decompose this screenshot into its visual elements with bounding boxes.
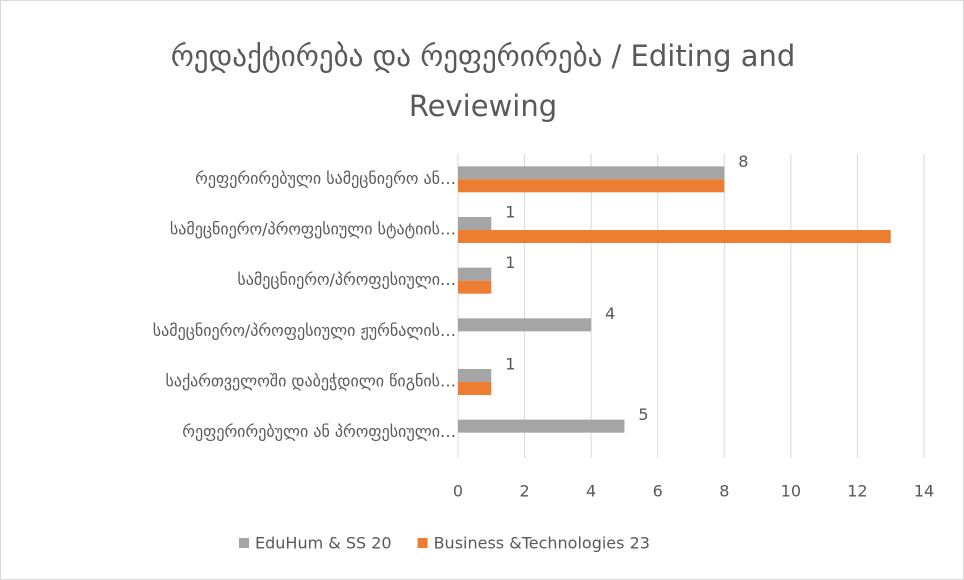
- bar: [458, 419, 625, 433]
- legend-label: EduHum & SS 20: [255, 534, 392, 553]
- x-tick-label: 2: [519, 482, 529, 501]
- x-tick-label: 8: [719, 482, 729, 501]
- bar: [458, 217, 492, 230]
- data-label: 4: [605, 304, 615, 323]
- data-label: 1: [505, 203, 515, 222]
- data-label: 8: [738, 152, 748, 171]
- bar: [458, 280, 492, 294]
- y-tick-label: სამეცნიერო/პროფესიული ჟურნალის…: [153, 321, 456, 340]
- y-tick-label: სამეცნიერო/პროფესიული…: [237, 270, 456, 289]
- y-tick-label: საქართველოში დაბეჭდილი წიგნის…: [165, 372, 456, 391]
- bar: [458, 230, 891, 243]
- y-tick-label: სამეცნიერო/პროფესიული სტატიის…: [170, 220, 456, 239]
- x-tick-label: 10: [781, 482, 801, 501]
- x-tick-label: 12: [847, 482, 867, 501]
- bar: [458, 179, 725, 193]
- data-label: 1: [505, 253, 515, 272]
- data-label: 1: [505, 355, 515, 374]
- bar: [458, 166, 725, 180]
- chart-title: რედაქტირება და რეფერირება / Editing and …: [170, 39, 796, 123]
- y-tick-label: რეფერირებული ან პროფესიული…: [182, 422, 456, 441]
- y-tick-label: რეფერირებული სამეცნიერო ან…: [195, 169, 456, 188]
- x-tick-label: 14: [914, 482, 934, 501]
- x-tick-label: 0: [453, 482, 463, 501]
- legend-swatch: [417, 538, 428, 548]
- legend-label: Business &Technologies 23: [434, 534, 650, 553]
- data-label: 5: [638, 405, 648, 424]
- x-tick-label: 6: [653, 482, 663, 501]
- bar: [458, 318, 592, 332]
- legend-swatch: [239, 538, 249, 548]
- bar: [458, 382, 492, 395]
- bar: [458, 369, 492, 382]
- bar: [458, 267, 492, 281]
- x-tick-label: 4: [586, 482, 596, 501]
